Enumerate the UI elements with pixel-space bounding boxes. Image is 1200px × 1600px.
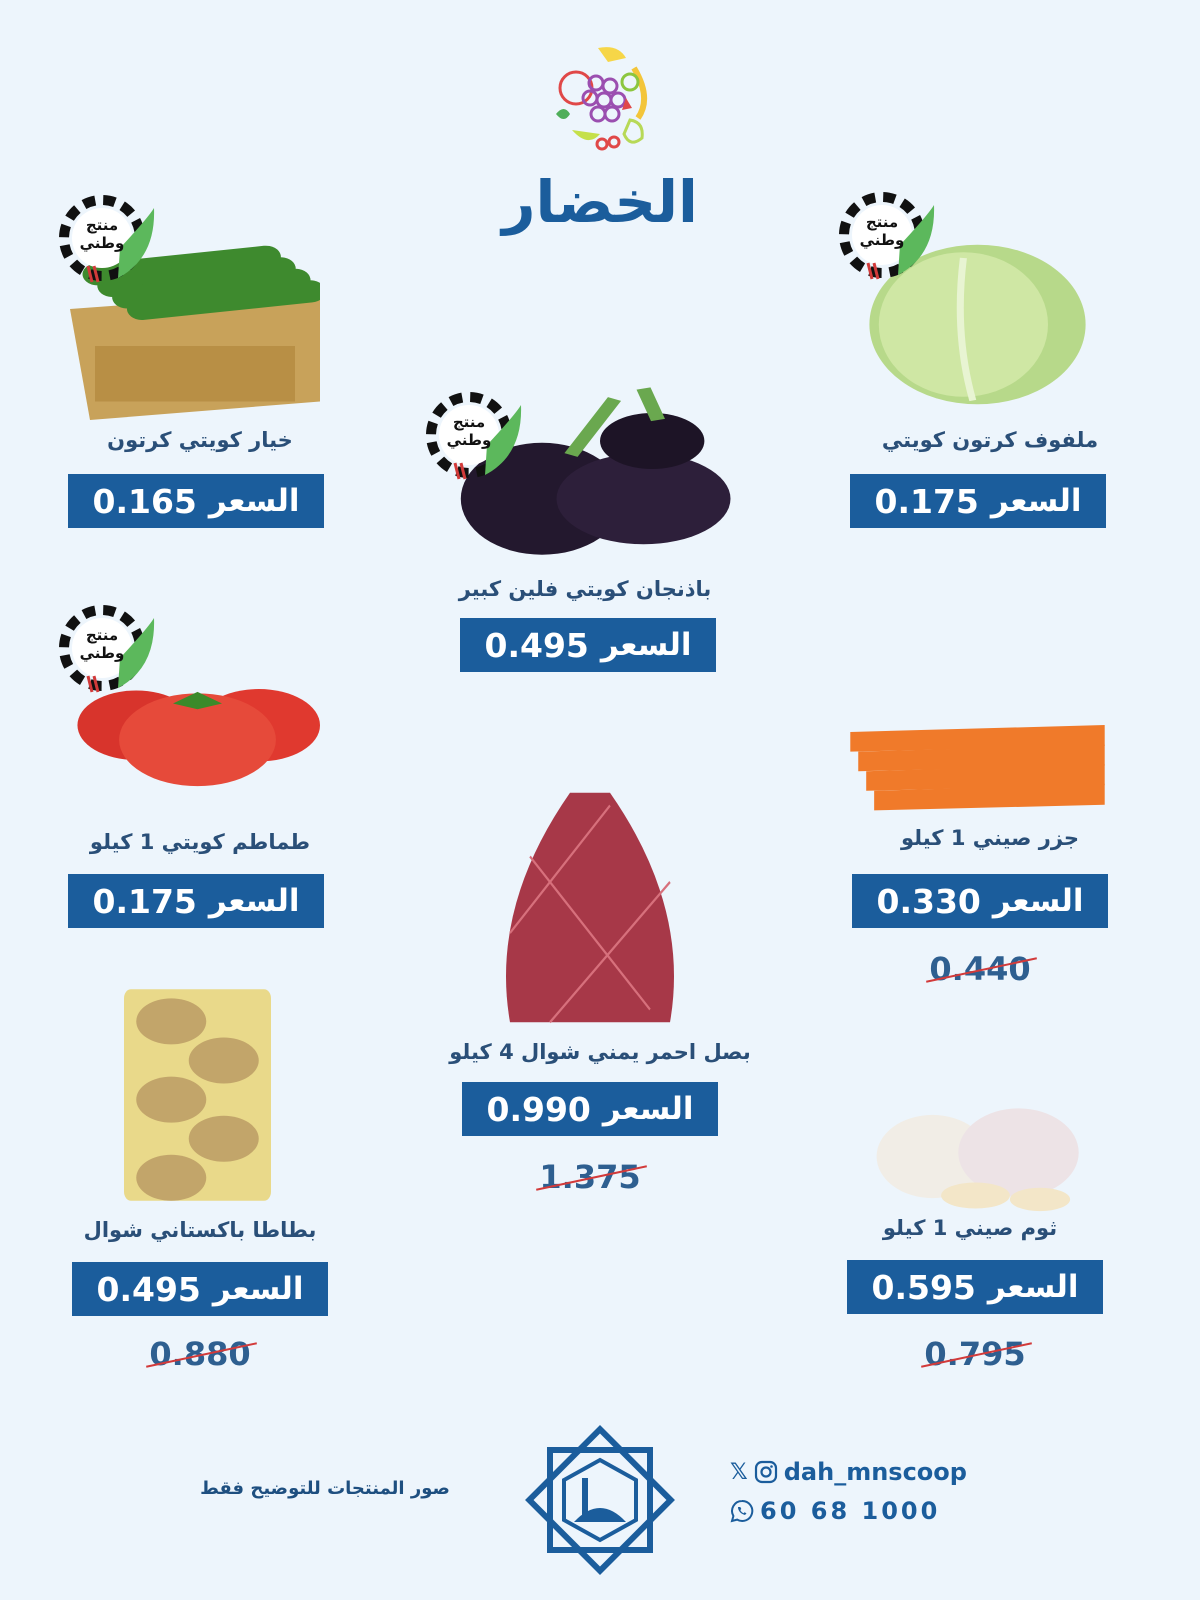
- old-price: 0.795: [847, 1335, 1103, 1373]
- phone-contact: 60 68 1000: [730, 1497, 940, 1525]
- badge-text: منتج وطني: [446, 413, 492, 449]
- national-product-badge: منتج وطني: [838, 185, 936, 283]
- price-box: السعر 0.175: [850, 474, 1106, 528]
- national-product-badge: منتج وطني: [425, 385, 523, 483]
- price-box: السعر 0.990: [462, 1082, 718, 1136]
- garlic-image: [876, 1108, 1079, 1212]
- national-product-badge: منتج وطني: [58, 188, 156, 286]
- old-price-value: 0.880: [149, 1335, 251, 1373]
- price-box: السعر 0.595: [847, 1260, 1103, 1314]
- social-handle[interactable]: dah_mnscoop: [783, 1458, 967, 1486]
- page-title: الخضار: [502, 168, 698, 236]
- product-name: طماطم كويتي 1 كيلو: [89, 830, 311, 854]
- price-label: السعر: [987, 1269, 1079, 1305]
- price-box: السعر 0.165: [68, 474, 324, 528]
- price-value: 0.990: [486, 1089, 591, 1129]
- national-product-badge: منتج وطني: [58, 598, 156, 696]
- price-label: السعر: [992, 883, 1084, 919]
- badge-text: منتج وطني: [859, 213, 905, 249]
- badge-text: منتج وطني: [79, 626, 125, 662]
- carrot-image: [850, 725, 1105, 811]
- price-box: السعر 0.495: [460, 618, 716, 672]
- old-price: 1.375: [462, 1158, 718, 1196]
- old-price-value: 1.375: [539, 1158, 641, 1196]
- product-name: ملفوف كرتون كويتي: [881, 428, 1099, 452]
- price-value: 0.495: [484, 625, 589, 665]
- old-price-value: 0.440: [929, 950, 1031, 988]
- price-label: السعر: [208, 883, 300, 919]
- price-box: السعر 0.330: [852, 874, 1108, 928]
- coop-emblem: [525, 1425, 675, 1575]
- gear-icon: [426, 392, 522, 480]
- price-box: السعر 0.495: [72, 1262, 328, 1316]
- product-name: بصل احمر يمني شوال 4 كيلو: [449, 1040, 751, 1064]
- cucumber-box-image: [70, 245, 320, 420]
- tomato-image: [77, 689, 320, 787]
- instagram-icon[interactable]: [754, 1460, 778, 1484]
- product-name: خيار كويتي كرتون: [107, 428, 293, 452]
- old-price-value: 0.795: [924, 1335, 1026, 1373]
- gear-icon: [59, 605, 155, 693]
- price-label: السعر: [208, 483, 300, 519]
- product-name: بطاطا باكستاني شوال: [83, 1218, 317, 1242]
- price-value: 0.175: [874, 481, 979, 521]
- price-value: 0.495: [96, 1269, 201, 1309]
- phone-number[interactable]: 60 68 1000: [760, 1497, 941, 1525]
- price-label: السعر: [212, 1271, 304, 1307]
- price-value: 0.165: [92, 481, 197, 521]
- price-box: السعر 0.175: [68, 874, 324, 928]
- whatsapp-icon[interactable]: [730, 1499, 754, 1523]
- gear-icon: [59, 195, 155, 283]
- price-value: 0.330: [876, 881, 981, 921]
- price-value: 0.595: [871, 1267, 976, 1307]
- product-name: باذنجان كويتي فلين كبير: [458, 577, 712, 601]
- product-name: جزر صيني 1 كيلو: [900, 826, 1080, 850]
- onion-sack-image: [506, 792, 674, 1024]
- disclaimer-note: صور المنتجات للتوضيح فقط: [200, 1478, 450, 1499]
- price-label: السعر: [600, 627, 692, 663]
- gear-icon: [839, 192, 935, 280]
- price-label: السعر: [990, 483, 1082, 519]
- cabbage-image: [869, 244, 1086, 405]
- product-name: ثوم صيني 1 كيلو: [882, 1216, 1058, 1240]
- fruit-circle-logo: [556, 47, 647, 151]
- badge-text: منتج وطني: [79, 216, 125, 252]
- price-label: السعر: [602, 1091, 694, 1127]
- social-links: 𝕏 dah_mnscoop: [730, 1458, 967, 1486]
- old-price: 0.880: [72, 1335, 328, 1373]
- potato-bag-image: [124, 989, 271, 1201]
- eggplant-image: [460, 387, 731, 555]
- price-value: 0.175: [92, 881, 197, 921]
- old-price: 0.440: [852, 950, 1108, 988]
- x-icon[interactable]: 𝕏: [730, 1459, 748, 1485]
